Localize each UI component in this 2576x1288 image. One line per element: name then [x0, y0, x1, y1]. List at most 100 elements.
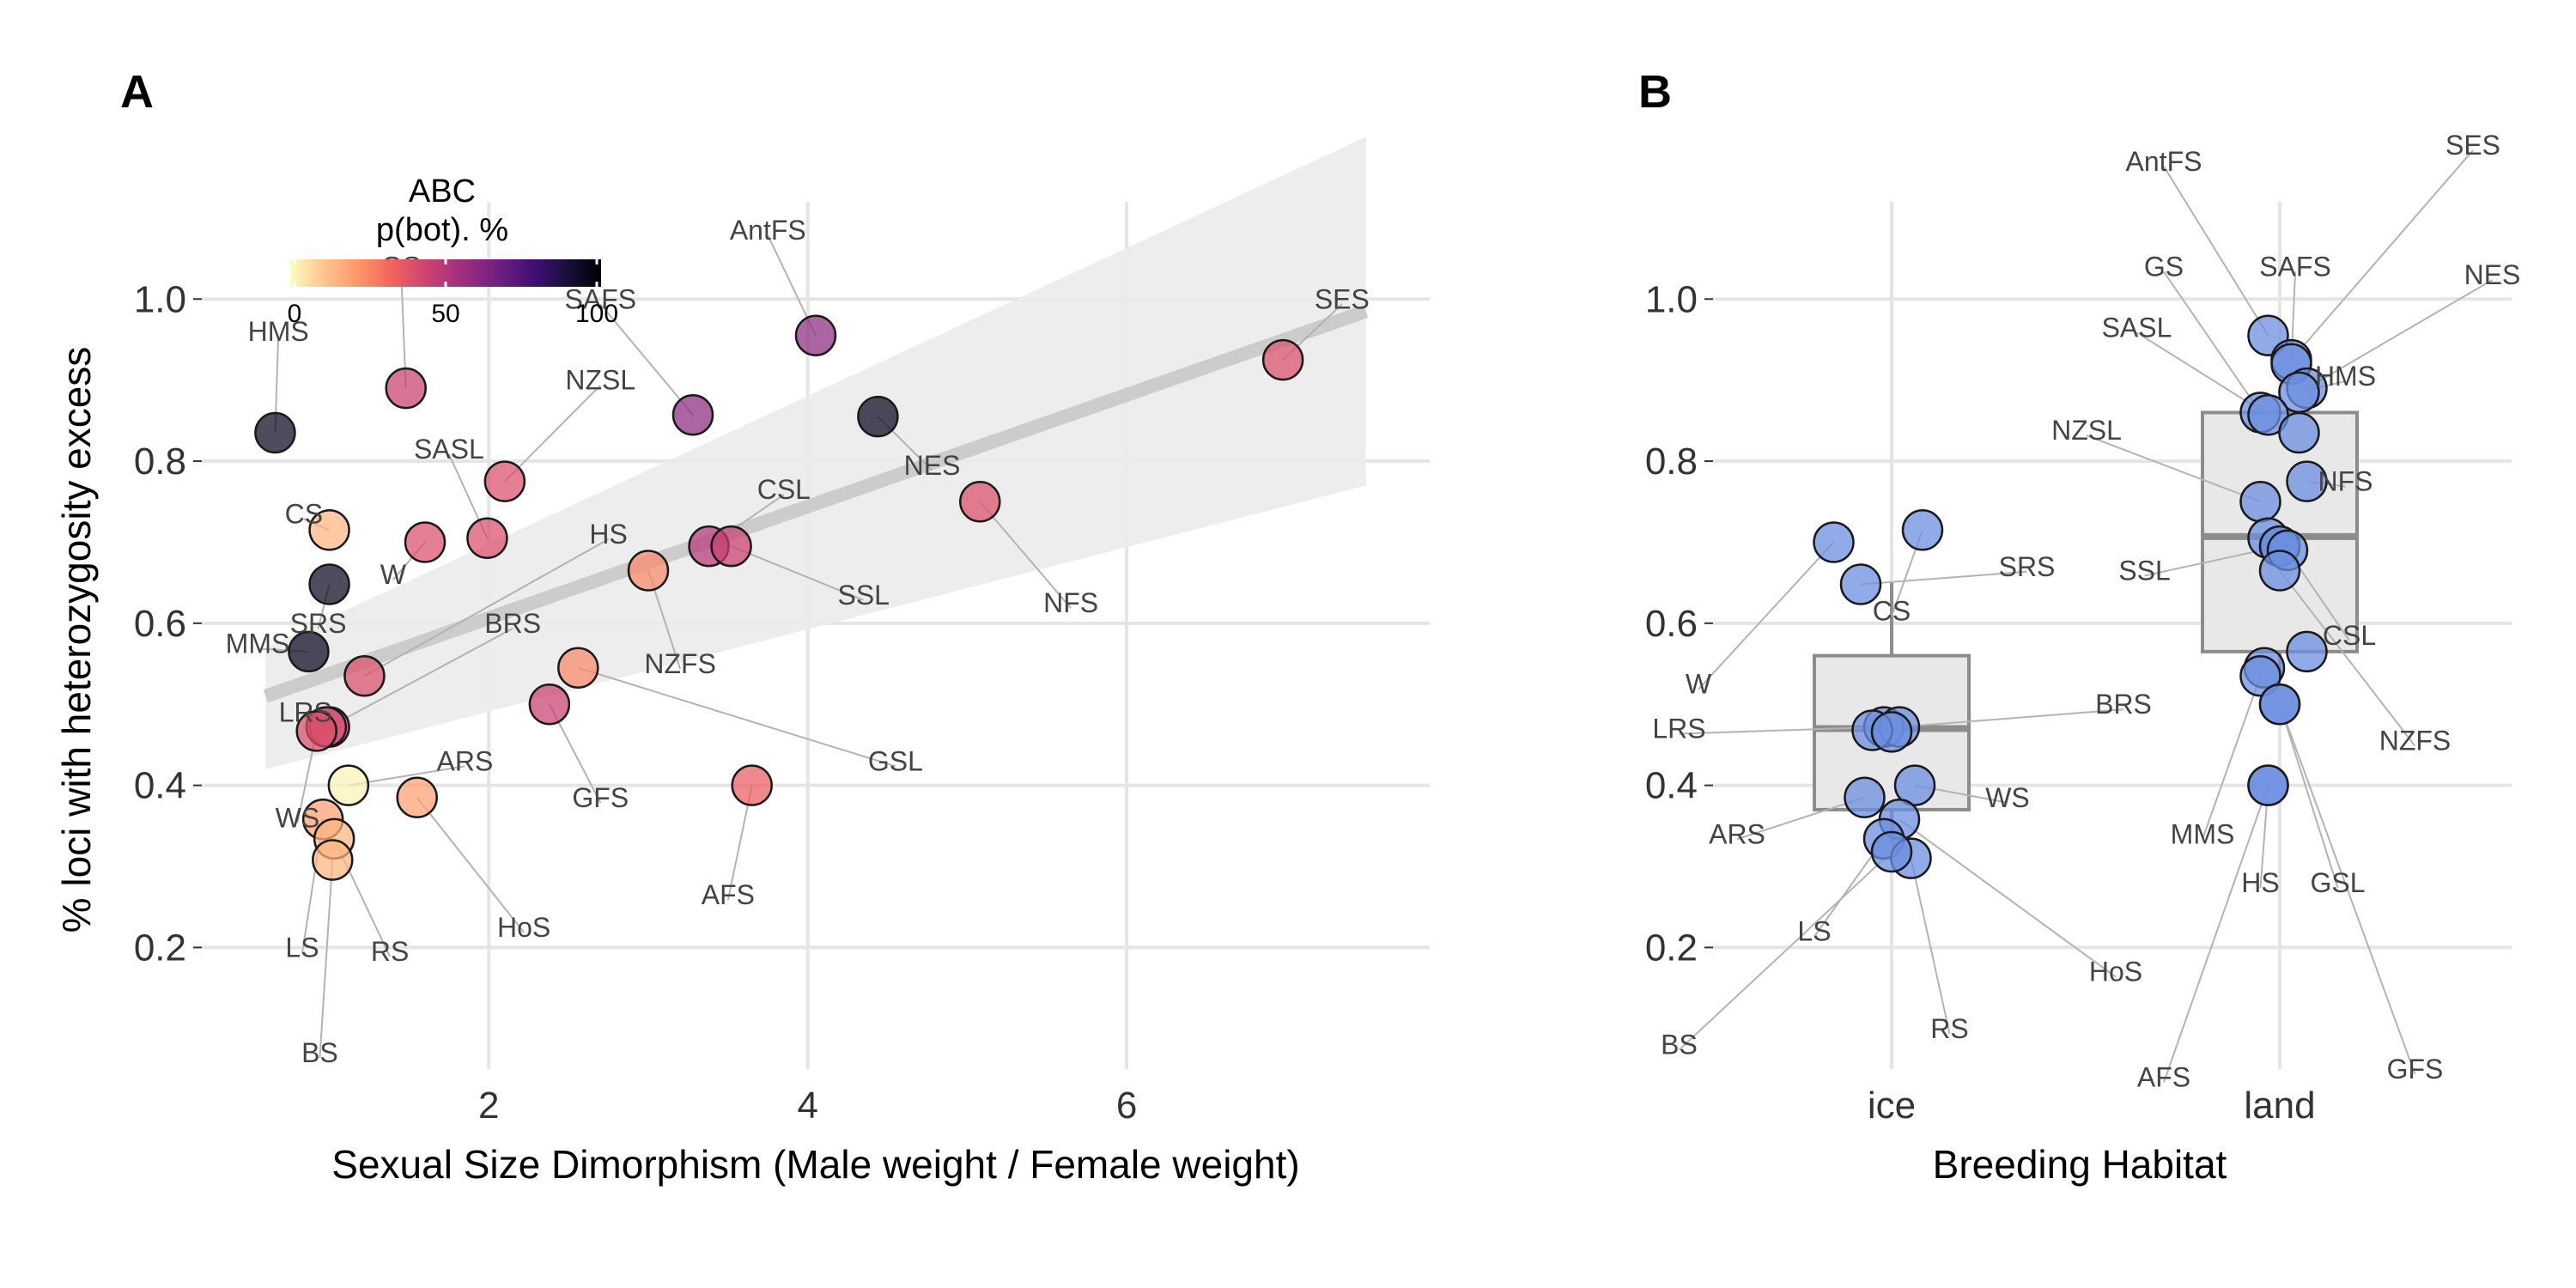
leader-line: [329, 627, 513, 728]
point-label: HS: [589, 519, 627, 550]
panel-b: B 0.20.40.60.81.0 ice land CSWSRSLRSBRSWS…: [1638, 66, 2520, 1187]
point-label: SASL: [2102, 312, 2172, 343]
scatter-point: [295, 710, 337, 752]
box-point: [1870, 830, 1913, 873]
box-point: [2278, 411, 2320, 454]
point-label: SES: [2445, 130, 2500, 161]
point-label: NFS: [1043, 587, 1098, 618]
confidence-band: [265, 137, 1366, 769]
point-label: SRS: [1999, 551, 2056, 582]
point-label: LRS: [279, 697, 332, 728]
point-label: NZSL: [2051, 415, 2122, 446]
scatter-point: [254, 411, 296, 454]
leader-line: [599, 303, 694, 416]
box-point: [2286, 460, 2328, 502]
leader-line: [1679, 726, 1885, 735]
point-label: SASL: [414, 434, 484, 465]
point-label: LS: [1797, 916, 1831, 947]
regression-line: [263, 304, 1369, 703]
box-point: [1844, 776, 1886, 819]
point-label: NZFS: [2379, 726, 2451, 756]
point-label: CS: [1873, 596, 1911, 627]
panel-a-x-axis-title: Sexual Size Dimorphism (Male weight / Fe…: [331, 1142, 1299, 1187]
panel-b-x-axis-title: Breeding Habitat: [1933, 1142, 2227, 1187]
legend-tick-label: 100: [575, 300, 618, 328]
point-label: AFS: [702, 879, 755, 910]
scatter-point: [308, 509, 350, 551]
panel-b-x-ticks: ice land: [1868, 1084, 2316, 1127]
leader-line: [1860, 570, 2027, 586]
point-label: GSL: [868, 745, 923, 776]
box-point: [2258, 550, 2301, 592]
point-label: HoS: [2089, 957, 2142, 987]
point-label: GFS: [572, 782, 629, 813]
point-label: BS: [1661, 1030, 1698, 1060]
point-label: HMS: [2315, 361, 2376, 392]
y-tick-label: 0.8: [1645, 440, 1698, 483]
legend-title-line2: p(bot). %: [376, 212, 508, 248]
y-tick-label: 0.6: [1645, 603, 1698, 645]
point-label: HS: [2241, 867, 2279, 898]
scatter-point: [404, 521, 447, 563]
scatter-point: [483, 460, 526, 502]
box-point: [2258, 683, 2301, 726]
scatter-point: [312, 839, 354, 881]
x-tick-label: 6: [1116, 1084, 1137, 1127]
legend-tick-label: 0: [288, 300, 302, 328]
panel-a-leader-lines: [257, 234, 1343, 1059]
scatter-point: [385, 367, 427, 410]
point-label: NES: [2464, 259, 2521, 290]
panel-a-letter: A: [120, 66, 154, 118]
point-label: SRS: [290, 608, 347, 639]
y-tick-label: 0.2: [1645, 927, 1698, 969]
point-label: BRS: [2095, 689, 2152, 720]
leader-line: [1910, 858, 1951, 1035]
leader-line: [1899, 708, 2124, 728]
scatter-point: [794, 314, 837, 356]
box-point: [1893, 764, 1936, 806]
leader-line: [416, 797, 525, 933]
point-label: LS: [285, 932, 319, 963]
leader-line: [2202, 675, 2262, 840]
point-label: CS: [285, 498, 323, 529]
y-tick-label: 0.4: [134, 765, 186, 807]
point-label: AntFS: [2126, 146, 2202, 177]
regression-band: [263, 137, 1369, 769]
leader-line: [1678, 851, 1893, 1051]
point-label: BRS: [484, 608, 541, 639]
leader-line: [319, 860, 334, 1059]
x-tick-label: 4: [797, 1084, 817, 1127]
panel-b-point-labels: CS W SRS LRS BRS WS ARS HoS LS RS BS AntFS SES SAFS NE…: [1652, 130, 2520, 1093]
point-label: NZFS: [644, 648, 716, 679]
leader-line: [2163, 785, 2269, 1083]
point-label: W: [1686, 669, 1712, 700]
box-point: [2247, 764, 2289, 806]
leader-line: [577, 666, 896, 768]
y-tick-label: 0.4: [1645, 765, 1698, 807]
point-label: HMS: [248, 316, 309, 347]
box-point: [2247, 394, 2289, 436]
point-label: HoS: [497, 912, 550, 943]
panel-b-leader-lines: [1678, 149, 2494, 1083]
panel-a-point-labels: SES NFS NES AntFS SAFS AFS CSL SSL NZFS GSL GFS NZS…: [226, 215, 1370, 1068]
leader-line: [504, 384, 601, 483]
y-tick-label: 0.6: [134, 603, 186, 645]
point-label: NES: [904, 450, 961, 481]
point-label: WS: [276, 802, 320, 833]
leader-line: [2163, 270, 2262, 413]
leader-line: [2163, 166, 2269, 337]
scatter-point: [288, 630, 330, 673]
point-label: SAFS: [564, 283, 636, 314]
point-label: AntFS: [730, 215, 806, 246]
box-point: [1813, 521, 1855, 563]
leader-line: [2290, 149, 2474, 361]
leader-line: [2086, 434, 2261, 503]
scatter-point: [466, 517, 508, 559]
box-point: [2239, 481, 2281, 523]
panel-a-x-ticks: 2 4 6: [478, 1084, 1137, 1127]
panel-a-points: [254, 314, 1304, 881]
point-label: BS: [301, 1037, 338, 1068]
point-label: MMS: [226, 628, 290, 659]
point-label: SSL: [837, 580, 889, 611]
